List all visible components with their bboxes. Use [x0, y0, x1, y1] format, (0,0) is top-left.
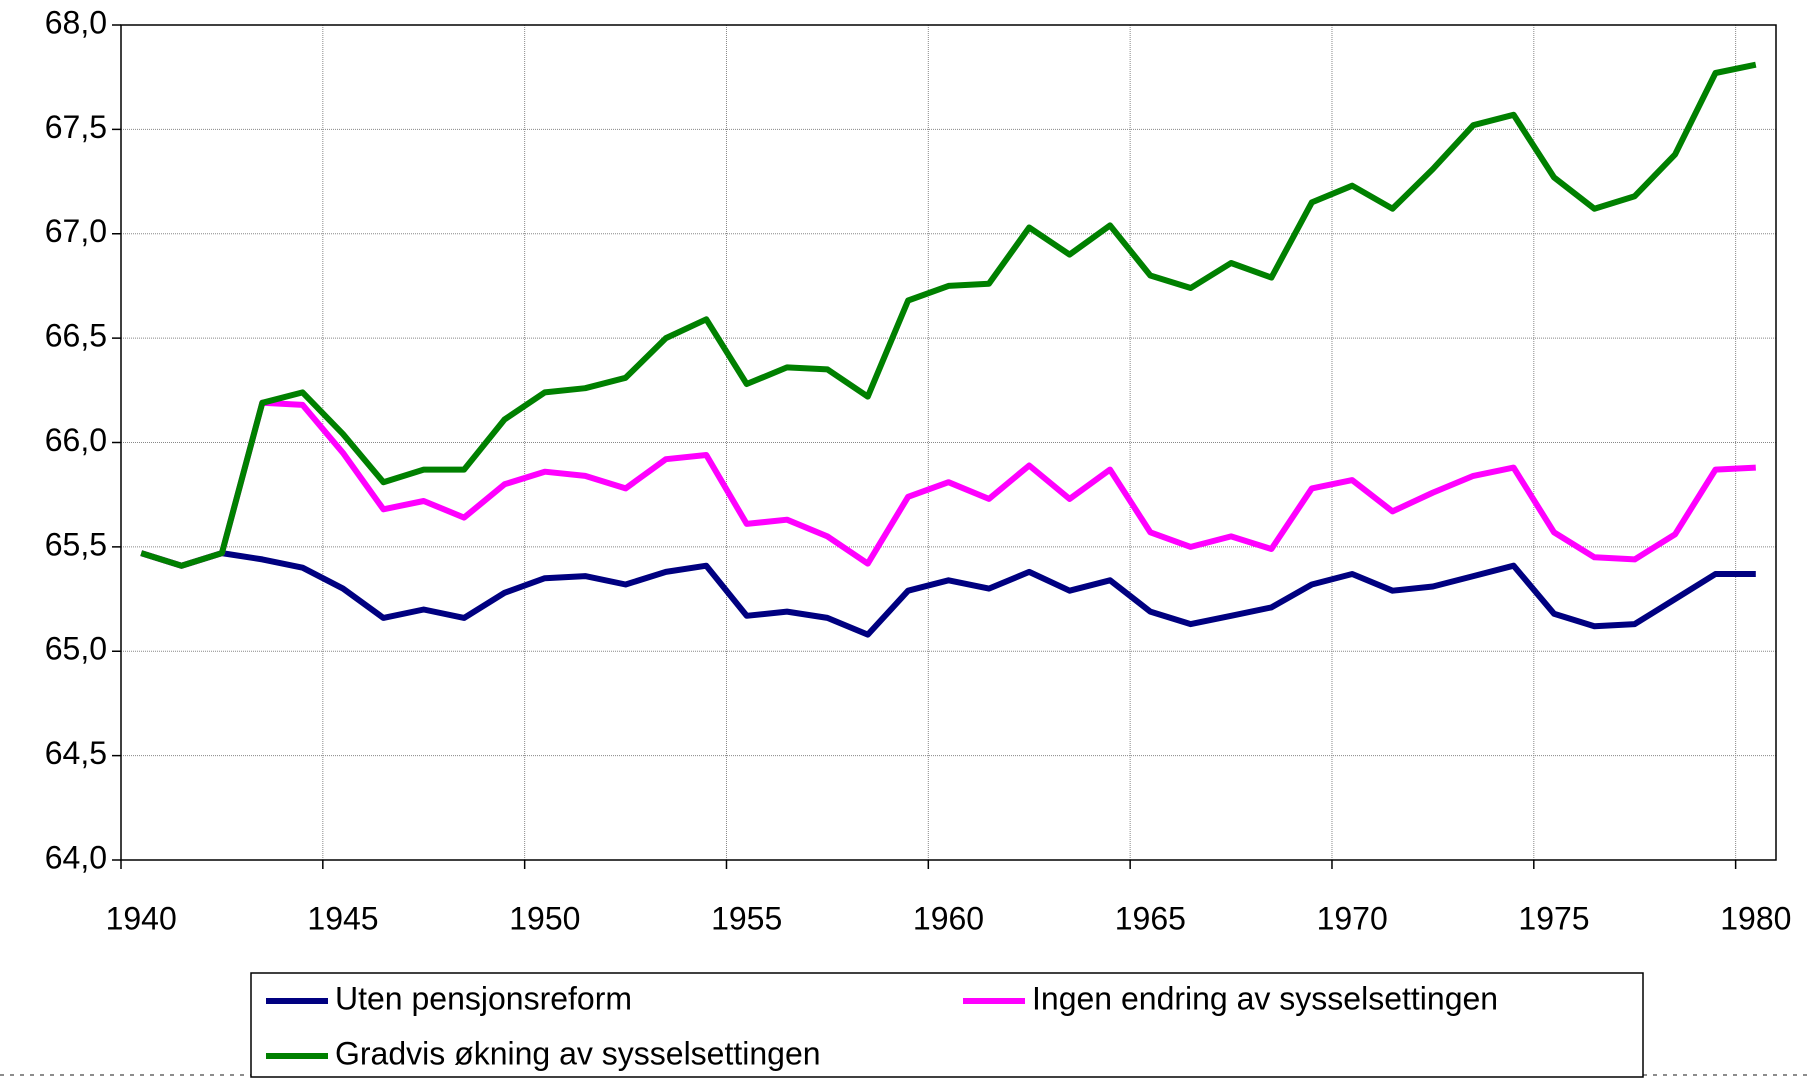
- x-tick-label: 1975: [1518, 900, 1589, 936]
- x-tick-label: 1980: [1720, 900, 1791, 936]
- plot-frame: [120, 24, 1777, 861]
- series-line: [140, 399, 1756, 569]
- y-tick-label: 66,0: [45, 422, 107, 458]
- legend-label: Gradvis økning av sysselsettingen: [335, 1035, 821, 1071]
- y-tick-label: 65,5: [45, 526, 107, 562]
- x-tick-label: 1970: [1317, 900, 1388, 936]
- series-line: [140, 61, 1757, 569]
- legend-box: [250, 972, 1644, 1078]
- x-tick-label: 1960: [913, 900, 984, 936]
- y-tick-label: 64,0: [45, 839, 107, 875]
- x-tick-label: 1950: [509, 900, 580, 936]
- y-tick-label: 67,0: [45, 213, 107, 249]
- series-line: [140, 550, 1756, 638]
- x-tick-label: 1945: [307, 900, 378, 936]
- y-tick-label: 68,0: [45, 4, 107, 40]
- y-tick-label: 66,5: [45, 318, 107, 354]
- x-tick-label: 1955: [711, 900, 782, 936]
- y-tick-label: 67,5: [45, 109, 107, 145]
- x-tick-label: 1965: [1115, 900, 1186, 936]
- y-tick-label: 65,0: [45, 631, 107, 667]
- y-tick-label: 64,5: [45, 735, 107, 771]
- legend-label: Uten pensjonsreform: [335, 980, 632, 1016]
- legend-label: Ingen endring av sysselsettingen: [1032, 980, 1498, 1016]
- x-tick-label: 1940: [106, 900, 177, 936]
